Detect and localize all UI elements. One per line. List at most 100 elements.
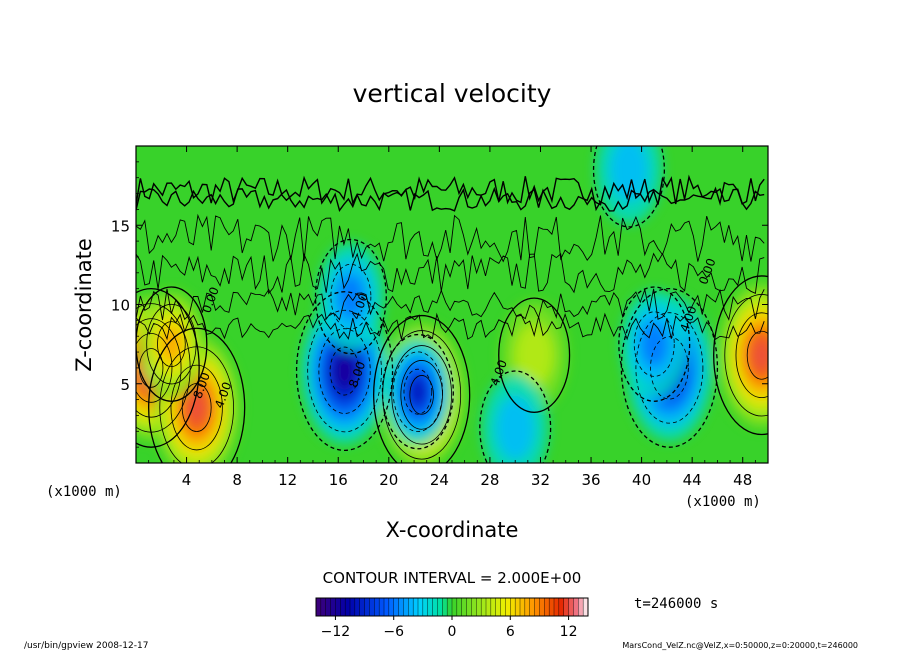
field-blob-1-6 bbox=[186, 390, 207, 425]
colorbar-cell-53 bbox=[573, 597, 579, 617]
turbulent-contour-0 bbox=[136, 174, 765, 206]
turbulent-contour-4 bbox=[136, 312, 765, 341]
contour-8-2 bbox=[650, 336, 689, 400]
colorbar-cell-17 bbox=[398, 597, 404, 617]
colorbar-cell-26 bbox=[442, 597, 448, 617]
contour-3-3 bbox=[746, 330, 768, 380]
colorbar-tick-label-4: 12 bbox=[560, 624, 578, 640]
colorbar-cell-38 bbox=[500, 597, 506, 617]
contour-1-2 bbox=[170, 364, 223, 451]
contour-10-2 bbox=[403, 368, 433, 415]
x-tick-label-5: 24 bbox=[430, 471, 449, 489]
contour-2-1 bbox=[146, 303, 197, 385]
turbulent-contour-1 bbox=[136, 186, 765, 212]
colorbar-cell-54 bbox=[578, 597, 584, 617]
contour-10-1 bbox=[392, 351, 443, 432]
colorbar-cell-20 bbox=[412, 597, 419, 617]
colorbar-cell-1 bbox=[320, 597, 327, 617]
colorbar-cell-13 bbox=[378, 597, 385, 617]
contour-5-4 bbox=[409, 375, 434, 415]
turbulent-contour-3 bbox=[136, 288, 765, 321]
contour-3-0 bbox=[713, 275, 768, 436]
colorbar-cell-16 bbox=[393, 597, 400, 617]
field-blob-4-2 bbox=[514, 322, 554, 388]
field-blob-11-2 bbox=[495, 395, 535, 461]
contour-8-0 bbox=[620, 287, 719, 448]
contour-2-2 bbox=[157, 321, 186, 368]
colorbar-cell-34 bbox=[480, 597, 487, 617]
colorbar-cell-42 bbox=[519, 597, 526, 617]
colorbar-cell-6 bbox=[344, 597, 351, 617]
turbulent-contour-2 bbox=[136, 252, 765, 295]
colorbar-cell-24 bbox=[432, 597, 438, 617]
colorbar-cell-51 bbox=[563, 597, 570, 617]
x-tick-label-7: 32 bbox=[531, 471, 550, 489]
colorbar-cell-8 bbox=[354, 597, 361, 617]
x-tick-label-10: 44 bbox=[683, 471, 702, 489]
y-tick-label-1: 10 bbox=[111, 297, 130, 315]
time-label: t=246000 s bbox=[634, 596, 718, 612]
colorbar-cell-19 bbox=[408, 597, 414, 617]
colorbar-cell-48 bbox=[548, 597, 555, 617]
colorbar-cell-28 bbox=[451, 597, 458, 617]
colorbar-tick-label-3: 6 bbox=[506, 624, 515, 640]
colorbar-cell-29 bbox=[456, 597, 463, 617]
colorbar-cell-47 bbox=[544, 597, 550, 617]
x-axis-ticks: 4 8 12 16 20 24 28 32 36 40 44 48 bbox=[148, 146, 769, 489]
colorbar-cell-39 bbox=[505, 597, 511, 617]
colorbar-cell-35 bbox=[485, 597, 492, 617]
contour-0-0 bbox=[136, 287, 200, 448]
x-tick-label-8: 36 bbox=[581, 471, 600, 489]
contour-12-0 bbox=[592, 146, 665, 228]
contour-lines bbox=[136, 146, 768, 463]
x-tick-label-0: 4 bbox=[182, 471, 192, 489]
contour-6-3 bbox=[329, 346, 360, 396]
x-unit-left: (x1000 m) bbox=[46, 484, 122, 500]
contour-6-1 bbox=[307, 309, 382, 433]
colorbar-cell-44 bbox=[529, 597, 536, 617]
contour-2-0 bbox=[136, 286, 208, 402]
colorbar-cell-33 bbox=[476, 597, 482, 617]
colorbar-cell-12 bbox=[374, 597, 380, 617]
colorbar-cell-11 bbox=[369, 597, 375, 617]
x-tick-label-9: 40 bbox=[632, 471, 651, 489]
colorbar-cell-46 bbox=[539, 597, 545, 617]
colorbar-cell-27 bbox=[446, 597, 453, 617]
contour-5-0 bbox=[373, 314, 471, 463]
contour-10-0 bbox=[381, 333, 454, 450]
field-blob-9-3 bbox=[640, 321, 669, 368]
colorbar-cell-4 bbox=[335, 597, 341, 617]
contour-9-0 bbox=[618, 286, 691, 402]
contour-3-2 bbox=[735, 312, 768, 399]
contour-7-0 bbox=[314, 238, 387, 355]
y-tick-label-0: 5 bbox=[120, 376, 130, 394]
colorbar-cells bbox=[315, 597, 589, 617]
colorbar-cell-7 bbox=[349, 597, 356, 617]
colorbar-tick-label-1: −6 bbox=[383, 624, 404, 640]
colorbar-cell-32 bbox=[471, 597, 477, 617]
contour-4-0 bbox=[498, 297, 571, 413]
colorbar-cell-21 bbox=[417, 597, 424, 617]
colorbar-cell-41 bbox=[514, 597, 521, 617]
colorbar-cell-5 bbox=[340, 597, 346, 617]
field-blob-7-3 bbox=[336, 273, 365, 320]
y-axis-label: Z-coordinate bbox=[72, 238, 96, 372]
colorbar-cell-15 bbox=[388, 597, 395, 617]
colorbar-cell-10 bbox=[364, 597, 370, 617]
y-tick-label-2: 15 bbox=[111, 217, 130, 235]
contour-7-1 bbox=[330, 263, 372, 330]
colorbar-tick-label-0: −12 bbox=[321, 624, 351, 640]
colorbar-cell-36 bbox=[490, 597, 497, 617]
turbulent-contour-5 bbox=[136, 213, 765, 263]
colorbar-cell-52 bbox=[568, 597, 574, 617]
x-tick-label-11: 48 bbox=[733, 471, 752, 489]
x-tick-label-3: 16 bbox=[329, 471, 348, 489]
colorbar-cell-9 bbox=[359, 597, 366, 617]
footer-right: MarsCond_VelZ.nc@VelZ,x=0:50000,z=0:2000… bbox=[622, 641, 858, 650]
colorbar-cell-43 bbox=[524, 597, 531, 617]
colorbar-cell-23 bbox=[427, 597, 434, 617]
colorbar-cell-40 bbox=[510, 597, 516, 617]
contour-1-1 bbox=[159, 346, 234, 463]
colorbar-cell-14 bbox=[383, 597, 390, 617]
